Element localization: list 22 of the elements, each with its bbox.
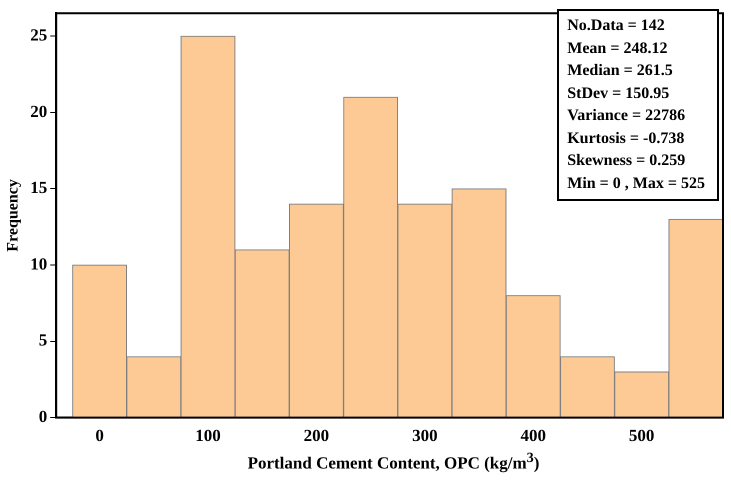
y-tick-label: 0 (38, 406, 48, 426)
annotation: No.Data = 142 (567, 16, 666, 36)
x-tick-label: 0 (95, 426, 104, 446)
x-tick-label: 100 (195, 426, 221, 446)
annotation: StDev = 150.95 (567, 84, 670, 104)
x-tick-label: 200 (304, 426, 330, 446)
y-tick-label: 5 (38, 330, 48, 350)
x-tick-label: 400 (520, 426, 546, 446)
annotation: Min = 0 , Max = 525 (567, 174, 705, 194)
annotation: Skewness = 0.259 (567, 151, 686, 171)
x-tick-label: 500 (628, 426, 654, 446)
annotation: Kurtosis = -0.738 (567, 128, 686, 148)
annotation: Variance = 22786 (567, 106, 686, 126)
annotation: Median = 261.5 (567, 61, 674, 81)
y-tick-label: 10 (30, 254, 48, 274)
x-axis-title: Portland Cement Content, OPC (kg/m$^{3}$) (246, 450, 540, 474)
y-tick-label: 15 (30, 178, 48, 198)
x-tick-label: 300 (412, 426, 438, 446)
y-axis-title: Frequency (4, 179, 22, 252)
y-tick-label: 25 (30, 25, 48, 44)
y-tick-label: 20 (30, 102, 48, 121)
annotation: Mean = 248.12 (567, 38, 668, 58)
